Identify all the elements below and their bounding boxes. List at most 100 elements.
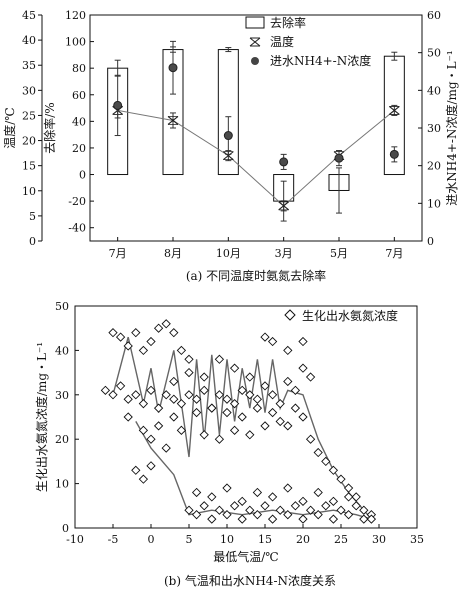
y-tick-label: 10 <box>55 478 69 491</box>
concentration-tick-label: 10 <box>427 197 441 210</box>
x-tick-label: -10 <box>66 533 84 546</box>
x-tick-label: 20 <box>296 533 310 546</box>
scatter-point <box>283 421 293 431</box>
temperature-marker-bars <box>389 106 400 115</box>
removal-tick-label: -20 <box>68 195 86 208</box>
scatter-point <box>138 399 149 409</box>
scatter-point <box>298 336 308 347</box>
scatter-point <box>321 501 331 511</box>
temperature-marker-bars <box>278 201 289 211</box>
scatter-point <box>222 483 232 493</box>
scatter-point <box>222 407 232 418</box>
scatter-points <box>100 319 377 524</box>
x-tick-label: 35 <box>410 533 424 546</box>
panel-a-caption: (a) 不同温度时氨氮去除率 <box>186 268 326 283</box>
x-tick-label: 25 <box>334 533 348 546</box>
scatter-point <box>115 381 126 391</box>
concentration-axis: 0 10 20 30 40 50 60 <box>418 9 441 248</box>
temperature-marker-cross <box>222 151 234 161</box>
x-tick-label: 5 <box>186 533 193 546</box>
scatter-point <box>161 319 171 329</box>
temperature-marker-cross <box>167 116 179 125</box>
scatter-point <box>343 492 354 502</box>
scatter-point <box>237 514 247 524</box>
scatter-point <box>153 421 164 431</box>
scatter-point <box>260 421 270 431</box>
scatter-point <box>131 465 141 475</box>
scatter-point <box>184 367 194 378</box>
scatter-point <box>298 412 308 422</box>
scatter-point <box>267 514 278 524</box>
scatter-point <box>191 394 202 404</box>
scatter-point <box>146 385 156 395</box>
scatter-point <box>138 474 149 484</box>
scatter-point <box>123 394 133 404</box>
scatter-point <box>138 425 149 435</box>
scatter-point <box>146 434 156 444</box>
temperature-tick-label: 0 <box>29 235 36 248</box>
scatter-point <box>366 514 377 524</box>
scatter-point <box>267 336 278 347</box>
scatter-point <box>191 407 202 418</box>
scatter-point <box>161 443 171 453</box>
scatter-point <box>191 487 202 498</box>
temperature-marker-cross <box>278 201 290 211</box>
removal-tick-label: 40 <box>72 115 86 128</box>
temperature-tick-label: 5 <box>29 210 36 223</box>
scatter-point <box>343 483 354 493</box>
panel-b: -10 -5 0 5 10 15 20 25 30 35 0 10 20 30 40 50 生化出水氨氮浓度… <box>34 300 424 588</box>
scatter-point <box>138 345 149 356</box>
scatter-point <box>199 372 209 382</box>
scatter-point <box>214 434 225 444</box>
month-tick-label: 3月 <box>275 247 293 260</box>
panel-b-legend: 生化出水氨氮浓度 <box>284 308 398 323</box>
scatter-point <box>108 328 118 338</box>
scatter-point <box>229 399 240 409</box>
scatter-point <box>191 510 202 520</box>
scatter-point <box>313 510 323 520</box>
month-tick-label: 7月 <box>109 247 127 260</box>
scatter-point <box>199 430 209 440</box>
scatter-point <box>214 354 225 364</box>
legend-cross-marker-icon <box>249 37 261 47</box>
scatter-point <box>290 501 301 511</box>
scatter-point <box>153 323 164 333</box>
temperature-tick-label: 30 <box>22 84 36 97</box>
removal-tick-label: -40 <box>68 222 86 235</box>
scatter-point <box>100 385 111 395</box>
scatter-point <box>283 345 293 356</box>
y-tick-label: 20 <box>55 433 69 446</box>
scatter-point <box>260 501 270 511</box>
scatter-point <box>131 390 141 400</box>
concentration-marker <box>334 153 344 163</box>
temperature-marker <box>167 116 179 125</box>
scatter-point <box>351 492 361 502</box>
scatter-point <box>305 505 316 515</box>
trend-line <box>112 336 374 521</box>
scatter-point <box>336 474 346 484</box>
scatter-point <box>169 328 179 338</box>
scatter-point <box>115 332 126 342</box>
scatter-point <box>207 514 217 524</box>
scatter-point <box>298 496 308 506</box>
temperature-tick-label: 40 <box>22 34 36 47</box>
x-axis-label: 最低气温/℃ <box>213 549 278 564</box>
temperature-series <box>112 102 400 212</box>
panel-b-caption: (b) 气温和出水NH4-N浓度关系 <box>164 573 336 588</box>
temperature-line <box>117 109 395 207</box>
concentration-marker <box>168 63 178 73</box>
scatter-point <box>146 461 156 471</box>
concentration-series <box>113 40 399 170</box>
y-tick-label: 50 <box>55 300 69 313</box>
scatter-point <box>169 376 179 387</box>
scatter-point <box>214 390 225 400</box>
concentration-tick-label: 20 <box>427 160 441 173</box>
scatter-point <box>290 403 301 413</box>
scatter-point <box>267 390 278 400</box>
scatter-point <box>305 372 316 382</box>
legend-cross-marker-shape <box>249 37 261 47</box>
legend-diamond-marker-icon <box>284 309 296 321</box>
scatter-point <box>237 385 247 395</box>
scatter-point <box>176 345 187 356</box>
